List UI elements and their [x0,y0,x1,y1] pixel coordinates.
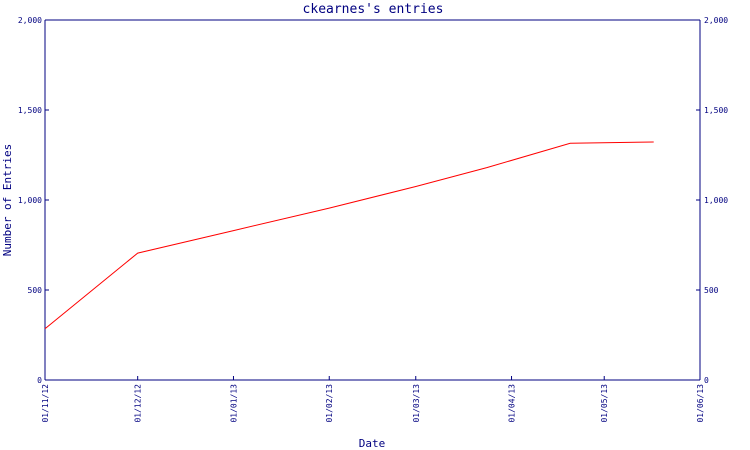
x-tick-label: 01/12/12 [134,384,143,423]
y-tick-label-left: 1,500 [18,106,42,115]
y-tick-label-right: 0 [704,376,709,385]
x-tick-label: 01/02/13 [325,384,334,423]
x-tick-label: 01/11/12 [41,384,50,423]
y-tick-label-left: 2,000 [18,16,42,25]
x-tick-label: 01/04/13 [508,384,517,423]
y-axis-label: Number of Entries [1,144,14,257]
y-tick-label-right: 1,500 [704,106,728,115]
x-axis: 01/11/12 01/12/12 01/01/13 01/02/13 01/03/13… [41,376,705,423]
x-tick-label: 01/05/13 [600,384,609,423]
series-group [44,141,654,330]
y-axis-right: 0 500 1,000 1,500 2,000 [696,16,728,385]
chart-title: ckearnes's entries [303,2,444,17]
y-tick-label-left: 1,000 [18,196,42,205]
y-tick-label-left: 500 [28,286,43,295]
x-tick-label: 01/01/13 [229,384,238,423]
y-tick-label-right: 2,000 [704,16,728,25]
y-axis-left: 0 500 1,000 1,500 2,000 [18,16,49,385]
y-tick-label-right: 500 [704,286,719,295]
y-tick-label-left: 0 [37,376,42,385]
y-tick-label-right: 1,000 [704,196,728,205]
x-tick-label: 01/06/13 [696,384,705,423]
x-tick-label: 01/03/13 [412,384,421,423]
x-axis-label: Date [359,437,386,450]
plot-frame [44,19,701,381]
series-line [44,141,654,330]
